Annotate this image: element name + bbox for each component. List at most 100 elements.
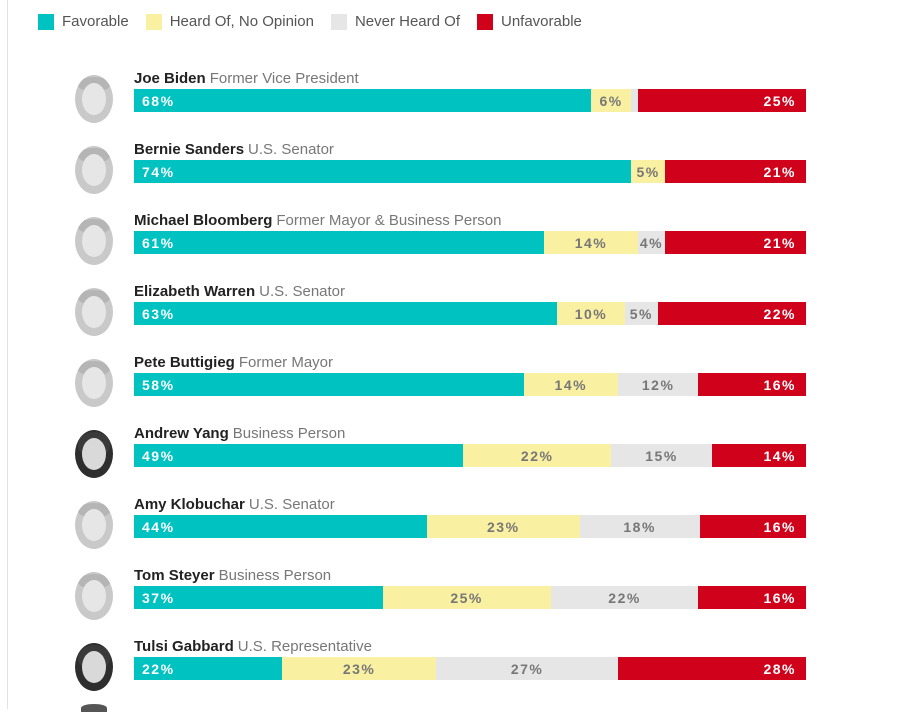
avatar-face — [82, 225, 106, 257]
bar-segment-favorable — [134, 657, 282, 680]
legend-item-favorable: Favorable — [38, 13, 129, 30]
stacked-bar-michael-bloomberg: 61% 14% 4% 21% — [134, 231, 806, 254]
avatar-face — [82, 154, 106, 186]
data-label-no-opinion: 23% — [342, 661, 376, 677]
candidate-label: Michael Bloomberg Former Mayor & Business… — [134, 212, 501, 229]
data-label-unfavorable: 14% — [763, 448, 796, 464]
avatar-tulsi-gabbard — [75, 643, 113, 691]
bar-segment-never-heard — [624, 302, 659, 325]
data-label-no-opinion: 6% — [599, 93, 623, 109]
avatar-bernie-sanders — [75, 146, 113, 194]
data-label-no-opinion: 22% — [520, 448, 554, 464]
candidate-role: U.S. Senator — [248, 496, 335, 513]
data-label-favorable: 61% — [142, 235, 175, 251]
avatar-face — [82, 83, 106, 115]
candidate-name: Elizabeth Warren — [134, 283, 256, 300]
legend-item-never-heard: Never Heard Of — [330, 13, 460, 30]
bar-segment-unfavorable — [664, 231, 806, 254]
data-label-no-opinion: 14% — [554, 377, 588, 393]
bar-segment-never-heard — [550, 586, 699, 609]
legend-item-no-opinion: Heard Of, No Opinion — [145, 13, 314, 30]
legend-label-no-opinion: Heard Of, No Opinion — [169, 13, 314, 30]
avatar-pete-buttigieg — [75, 359, 113, 407]
candidate-role: Former Mayor & Business Person — [276, 212, 502, 229]
candidate-row-elizabeth-warren: Elizabeth Warren U.S. Senator 63% 10% 5% 22% — [0, 282, 897, 353]
candidate-row-bernie-sanders: Bernie Sanders U.S. Senator 74% 5% 21% — [0, 140, 897, 211]
candidate-role: Former Mayor — [238, 354, 334, 371]
data-label-never-heard: 22% — [608, 590, 641, 606]
data-label-no-opinion: 25% — [450, 590, 483, 606]
bar-segment-no-opinion — [382, 586, 551, 609]
data-label-unfavorable: 22% — [763, 306, 796, 322]
bar-segment-never-heard — [611, 444, 712, 467]
stacked-bar-amy-klobuchar: 44% 23% 18% 16% — [134, 515, 806, 538]
bar-segment-unfavorable — [698, 586, 806, 609]
bar-segment-favorable — [134, 444, 464, 467]
data-label-no-opinion: 10% — [574, 306, 608, 322]
avatar-face — [82, 438, 106, 470]
bar-segment-no-opinion — [281, 657, 437, 680]
data-label-favorable: 22% — [142, 661, 175, 677]
candidate-role: U.S. Senator — [259, 283, 346, 300]
bar-segment-no-opinion — [590, 89, 632, 112]
candidate-row-michael-bloomberg: Michael Bloomberg Former Mayor & Business… — [0, 211, 897, 282]
data-label-unfavorable: 16% — [763, 377, 796, 393]
avatar-michael-bloomberg — [75, 217, 113, 265]
legend-swatch-no-opinion — [145, 13, 162, 30]
data-label-favorable: 63% — [142, 306, 175, 322]
data-label-unfavorable: 25% — [763, 93, 796, 109]
candidate-name: Bernie Sanders — [134, 141, 245, 158]
avatar-tom-steyer — [75, 572, 113, 620]
candidate-label: Bernie Sanders U.S. Senator — [134, 141, 334, 158]
candidate-row-pete-buttigieg: Pete Buttigieg Former Mayor 58% 14% 12% 16% — [0, 353, 897, 424]
stacked-bar-pete-buttigieg: 58% 14% 12% 16% — [134, 373, 806, 396]
candidate-role: U.S. Representative — [237, 638, 372, 655]
data-label-no-opinion: 14% — [574, 235, 608, 251]
legend-label-favorable: Favorable — [62, 13, 129, 30]
candidate-name: Pete Buttigieg — [134, 354, 235, 371]
candidate-row-tulsi-gabbard: Tulsi Gabbard U.S. Representative 22% 23% 27… — [0, 637, 897, 708]
candidate-label: Elizabeth Warren U.S. Senator — [134, 283, 345, 300]
bar-segment-unfavorable — [617, 657, 806, 680]
candidate-name: Tulsi Gabbard — [134, 638, 234, 655]
legend-swatch-favorable — [38, 13, 54, 30]
data-label-unfavorable: 16% — [763, 590, 796, 606]
data-label-never-heard: 18% — [623, 519, 656, 535]
data-label-favorable: 49% — [142, 448, 175, 464]
bar-segment-favorable — [134, 302, 558, 325]
bar-segment-no-opinion — [463, 444, 612, 467]
bar-segment-never-heard — [638, 231, 665, 254]
legend-item-unfavorable: Unfavorable — [477, 13, 582, 30]
avatar-face — [82, 296, 106, 328]
legend-label-unfavorable: Unfavorable — [501, 13, 582, 30]
candidate-label: Andrew Yang Business Person — [134, 425, 345, 442]
next-avatar-partial — [81, 704, 107, 712]
candidate-role: Business Person — [232, 425, 346, 442]
bar-segment-favorable — [134, 231, 544, 254]
bar-segment-unfavorable — [638, 89, 806, 112]
candidate-role: U.S. Senator — [248, 141, 334, 158]
bar-segment-never-heard — [631, 89, 638, 112]
data-label-favorable: 58% — [142, 377, 175, 393]
candidate-role: Business Person — [218, 567, 332, 584]
stacked-bar-bernie-sanders: 74% 5% 21% — [134, 160, 806, 183]
candidate-row-tom-steyer: Tom Steyer Business Person 37% 25% 22% 16% — [0, 566, 897, 637]
bar-segment-never-heard — [579, 515, 700, 538]
data-label-unfavorable: 21% — [763, 164, 796, 180]
bar-segment-never-heard — [617, 373, 699, 396]
data-label-favorable: 74% — [142, 164, 175, 180]
data-label-unfavorable: 28% — [763, 661, 796, 677]
bar-segment-favorable — [134, 89, 591, 112]
bar-segment-favorable — [134, 515, 427, 538]
data-label-favorable: 44% — [142, 519, 175, 535]
data-label-no-opinion: 23% — [487, 519, 520, 535]
avatar-face — [82, 580, 106, 612]
stacked-bar-andrew-yang: 49% 22% 15% 14% — [134, 444, 806, 467]
bar-segment-favorable — [134, 160, 632, 183]
data-label-never-heard: 5% — [629, 306, 653, 322]
stacked-bar-tulsi-gabbard: 22% 23% 27% 28% — [134, 657, 806, 680]
legend-swatch-unfavorable — [477, 13, 493, 30]
avatar-andrew-yang — [75, 430, 113, 478]
candidate-label: Joe Biden Former Vice President — [134, 70, 359, 87]
avatar-face — [82, 651, 106, 683]
